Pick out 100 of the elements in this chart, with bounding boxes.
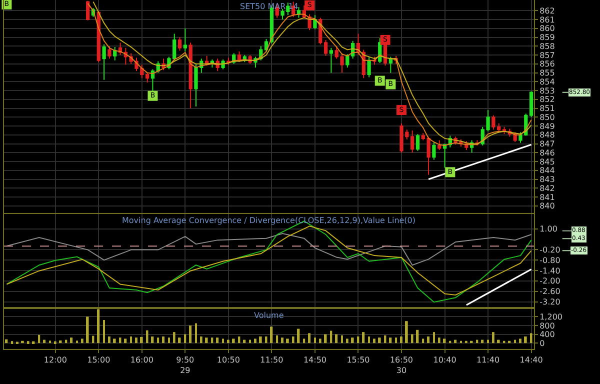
bar: [108, 336, 110, 344]
bar: [140, 336, 143, 344]
candlestick: [102, 44, 106, 80]
y-tick-label: 861: [540, 15, 555, 24]
y-tick-label: -0.20: [540, 245, 560, 254]
y-tick-label: 847: [540, 140, 555, 149]
x-tick-label: 10:40: [433, 356, 456, 365]
bar: [76, 340, 78, 344]
y-tick-label: 860: [540, 24, 555, 34]
bar: [259, 336, 262, 344]
y-tick-label: 849: [540, 122, 555, 131]
y-tick-label: -2.60: [540, 287, 560, 296]
bar: [297, 328, 300, 344]
bar: [308, 333, 311, 344]
y-tick-label: 857: [540, 50, 555, 60]
bar: [416, 330, 419, 344]
candlestick: [178, 36, 182, 52]
bar: [11, 341, 14, 344]
y-tick-label: 844: [540, 166, 555, 176]
candlestick: [329, 47, 334, 74]
x-tick-label: 11:50: [260, 356, 284, 365]
y-tick-label: 850: [540, 112, 555, 122]
candlestick: [410, 130, 414, 154]
bar: [211, 338, 214, 344]
bar: [130, 336, 132, 344]
candlestick: [529, 90, 534, 118]
bar: [162, 336, 164, 344]
y-tick-label: 854: [540, 77, 555, 86]
y-tick-label: 842: [540, 184, 555, 193]
y-tick-label: 841: [540, 192, 555, 202]
bar: [232, 338, 235, 344]
candlestick: [226, 57, 230, 66]
y-tick-label: 843: [540, 175, 555, 184]
bar: [346, 338, 348, 344]
bar: [168, 338, 170, 344]
y-tick-label: 1.00: [540, 224, 558, 234]
bar: [524, 336, 527, 344]
bar: [49, 340, 51, 344]
bar: [400, 336, 402, 344]
candlestick: [442, 143, 447, 168]
y-tick-label: 859: [540, 33, 555, 42]
bar: [286, 338, 289, 344]
bar: [470, 340, 473, 344]
bar: [530, 333, 532, 344]
bar: [357, 336, 360, 344]
bar: [378, 338, 381, 344]
bar: [151, 336, 154, 344]
bar: [454, 340, 457, 344]
x-tick-label: 16:00: [130, 356, 154, 365]
bar: [330, 330, 332, 344]
y-tick-label: 400: [540, 330, 555, 340]
y-tick-label: -3.20: [540, 298, 560, 307]
candlestick: [150, 68, 155, 92]
bar: [238, 336, 240, 344]
bar: [395, 338, 398, 344]
bar: [135, 338, 138, 344]
bar: [389, 338, 392, 344]
x-tick-label: 14:50: [303, 356, 326, 365]
bar: [103, 320, 105, 344]
bar: [189, 325, 192, 344]
bar: [443, 338, 446, 344]
y-tick-label: 0: [540, 338, 545, 348]
bar: [184, 334, 186, 344]
bar: [157, 338, 160, 344]
bar: [200, 336, 202, 344]
y-tick-label: 853: [540, 86, 555, 96]
y-tick-label: -1.40: [540, 266, 560, 276]
bar: [97, 309, 100, 344]
bar: [373, 338, 376, 344]
x-tick-label: 16:50 30: [390, 356, 414, 375]
candlestick: [145, 72, 150, 84]
bar: [427, 336, 430, 344]
bar: [173, 332, 176, 344]
y-tick-label: -2.00: [540, 276, 560, 286]
bar: [216, 338, 219, 344]
candlestick: [432, 142, 436, 160]
y-tick-label: 848: [540, 130, 555, 140]
bar: [281, 338, 284, 344]
bar: [362, 332, 365, 344]
candlestick: [313, 14, 317, 30]
y-tick-label: 851: [540, 104, 555, 114]
bar: [21, 340, 24, 344]
bar: [351, 338, 354, 344]
bar: [86, 316, 89, 344]
bar: [27, 341, 30, 344]
y-tick-label: 862: [540, 6, 555, 16]
y-tick-label: 856: [540, 60, 555, 69]
bar: [81, 338, 84, 344]
bar: [124, 338, 127, 344]
bar: [38, 334, 40, 344]
candlestick: [324, 39, 328, 56]
bar: [227, 340, 230, 344]
bar: [54, 341, 56, 344]
candlestick: [113, 46, 117, 61]
chart-title: Volume: [254, 311, 284, 320]
bar: [270, 326, 273, 344]
y-tick-label: 852: [540, 95, 555, 104]
bar: [119, 338, 122, 344]
y-tick-label: -0.80: [540, 256, 560, 265]
bar: [303, 338, 306, 344]
